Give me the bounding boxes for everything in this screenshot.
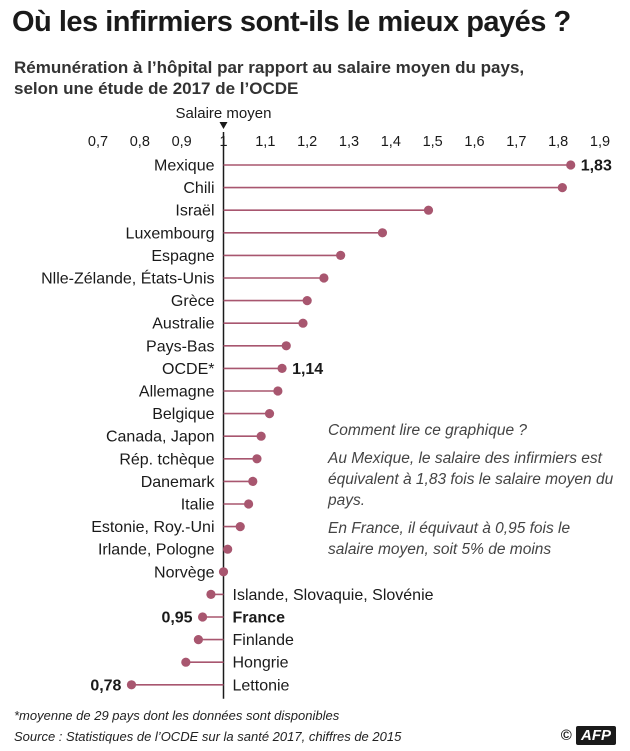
category-label: Luxembourg xyxy=(126,225,215,242)
lollipop-dot xyxy=(302,296,312,306)
x-tick-label: 0,9 xyxy=(172,134,192,150)
chart-subtitle-line2: selon une étude de 2017 de l’OCDE xyxy=(14,79,299,98)
value-label: 1,14 xyxy=(292,361,323,378)
lollipop-dot xyxy=(206,589,216,600)
category-label: Australie xyxy=(152,316,214,333)
category-label: Espagne xyxy=(151,248,214,265)
lollipop-dot xyxy=(377,228,388,238)
lollipop-dot xyxy=(248,476,258,486)
source-line: Source : Statistiques de l’OCDE sur la s… xyxy=(14,729,402,744)
category-label: Canada, Japon xyxy=(106,429,215,446)
afp-credit: © AFP xyxy=(561,726,616,745)
category-label: Belgique xyxy=(152,406,214,423)
category-label: Estonie, Roy.-Uni xyxy=(91,519,214,536)
lollipop-dot xyxy=(256,431,266,441)
reading-note-france: En France, il équivaut à 0,95 fois le sa… xyxy=(328,520,571,558)
lollipop-dot xyxy=(336,250,346,260)
category-label: Italie xyxy=(181,497,215,514)
x-tick-label: 0,7 xyxy=(88,134,108,150)
category-label: Rép. tchèque xyxy=(119,451,214,468)
reading-note-mexico: Au Mexique, le salaire des infirmiers es… xyxy=(328,450,614,509)
lollipop-dot xyxy=(298,318,308,328)
category-label: Irlande, Pologne xyxy=(98,542,215,559)
category-label: Pays-Bas xyxy=(146,338,214,355)
lollipop-dot xyxy=(264,409,275,419)
category-label: OCDE* xyxy=(162,361,214,378)
category-label: Norvège xyxy=(154,564,215,581)
copyright-symbol: © xyxy=(560,727,572,744)
lollipop-dot xyxy=(281,341,291,351)
x-tick-label: 1,2 xyxy=(297,134,317,150)
lollipop-dot xyxy=(423,205,434,215)
category-label: Danemark xyxy=(141,474,216,491)
lollipop-dot xyxy=(223,544,233,554)
lollipop-dot xyxy=(557,183,567,193)
lollipop-dot xyxy=(273,386,283,396)
reading-note-heading: Comment lire ce graphique ? xyxy=(328,422,528,439)
lollipop-dot xyxy=(277,363,287,373)
lollipop-dot xyxy=(197,612,208,622)
chart-title: Où les infirmiers sont-ils le mieux payé… xyxy=(12,6,571,38)
category-label: Hongrie xyxy=(233,655,289,672)
category-label: Nlle-Zélande, États-Unis xyxy=(41,269,214,288)
lollipop-dot xyxy=(319,273,329,283)
x-tick-label: 1,5 xyxy=(423,134,443,150)
x-tick-label: 1,9 xyxy=(590,134,610,150)
category-label: Grèce xyxy=(171,293,215,310)
lollipop-dot xyxy=(193,635,203,645)
x-tick-label: 1,3 xyxy=(339,134,359,150)
lollipop-dot xyxy=(252,454,262,464)
value-label: 0,95 xyxy=(161,610,192,627)
x-tick-label: 0,8 xyxy=(130,134,150,150)
lollipop-dot xyxy=(235,522,245,532)
category-label: Mexique xyxy=(154,158,215,175)
reading-note: Comment lire ce graphique ? Au Mexique, … xyxy=(328,420,618,567)
lollipop-dot xyxy=(181,657,191,667)
footnote: *moyenne de 29 pays dont les données son… xyxy=(14,708,340,723)
lollipop-dot xyxy=(218,567,229,577)
category-label: France xyxy=(233,610,286,627)
reference-label: Salaire moyen xyxy=(176,105,272,122)
category-label: Finlande xyxy=(233,632,294,649)
category-label: Israël xyxy=(175,203,214,220)
x-tick-label: 1,7 xyxy=(506,134,526,150)
category-label: Lettonie xyxy=(233,677,290,694)
x-tick-label: 1,8 xyxy=(548,134,568,150)
reference-arrow-icon xyxy=(219,122,228,129)
category-label: Islande, Slovaquie, Slovénie xyxy=(233,587,434,604)
chart-subtitle-line1: Rémunération à l’hôpital par rapport au … xyxy=(14,58,525,77)
category-label: Allemagne xyxy=(139,384,215,401)
x-tick-label: 1,6 xyxy=(464,134,484,150)
lollipop-dot xyxy=(126,680,137,690)
category-label: Chili xyxy=(183,180,214,197)
lollipop-dot xyxy=(566,160,576,170)
afp-logo: AFP xyxy=(576,726,616,745)
x-tick-label: 1,1 xyxy=(255,134,275,150)
x-tick-label: 1,4 xyxy=(381,134,401,150)
value-label: 1,83 xyxy=(581,158,612,175)
lollipop-dot xyxy=(244,499,254,509)
value-label: 0,78 xyxy=(90,677,121,694)
